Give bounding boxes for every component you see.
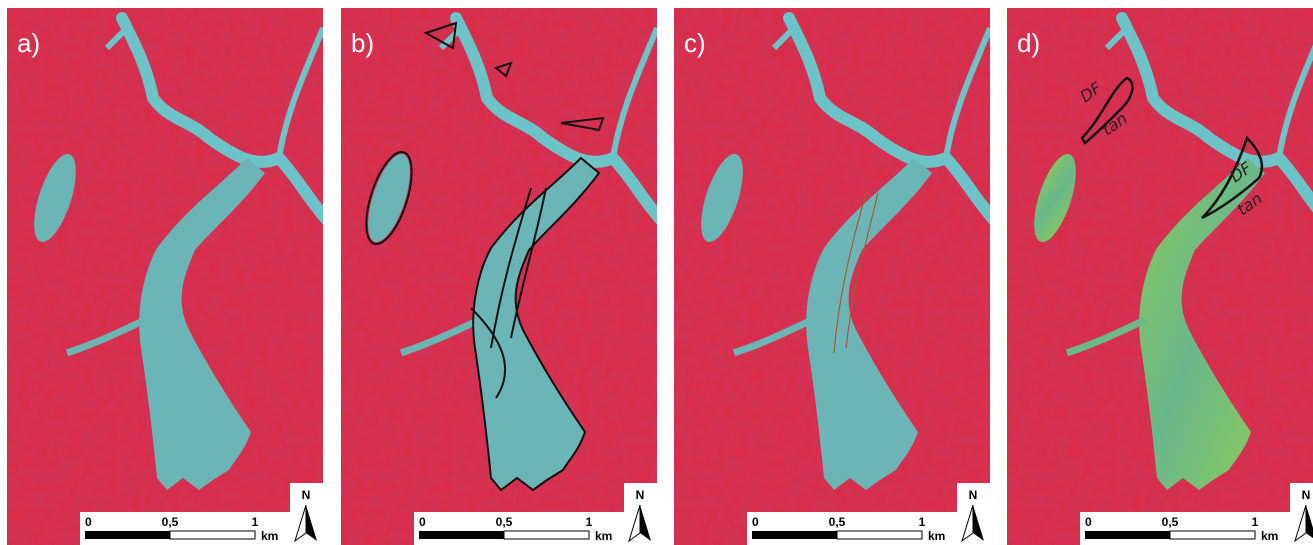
- north-arrow: N: [290, 483, 323, 545]
- north-arrow: N: [624, 483, 657, 545]
- scale-label: 0: [752, 515, 759, 529]
- scale-label: 0: [419, 515, 426, 529]
- north-label: N: [636, 488, 645, 502]
- scale-unit: km: [928, 529, 945, 543]
- scale-black: [752, 531, 837, 539]
- scale-bar: 0 0,5 1km: [80, 512, 290, 545]
- scale-white: [1170, 531, 1255, 539]
- scale-white: [170, 531, 255, 539]
- scale-unit: km: [261, 529, 278, 543]
- scale-bar: 0 0,5 1km: [414, 512, 624, 545]
- panel-label: b): [351, 28, 374, 58]
- scale-label: 0: [85, 515, 92, 529]
- north-arrow: N: [1290, 483, 1313, 545]
- scale-label: 1: [252, 515, 259, 529]
- north-label: N: [302, 488, 311, 502]
- scale-label: 0: [1085, 515, 1092, 529]
- scale-bg: [80, 512, 290, 545]
- north-label: N: [1302, 488, 1311, 502]
- panel: b) 0 0,5 1km N: [341, 8, 661, 545]
- scale-label: 0,5: [1162, 515, 1179, 529]
- north-label: N: [969, 488, 978, 502]
- figure: a)00,51kmNb)00,51kmNc)00,51kmNd)00,51kmN…: [0, 0, 1313, 545]
- scale-unit: km: [595, 529, 612, 543]
- scale-label: 0,5: [496, 515, 513, 529]
- scale-unit: km: [1261, 529, 1278, 543]
- scale-black: [1085, 531, 1170, 539]
- scale-black: [419, 531, 504, 539]
- scale-white: [837, 531, 922, 539]
- page: a)00,51kmNb)00,51kmNc)00,51kmNd)00,51kmN…: [0, 0, 1313, 545]
- scale-label: 0,5: [162, 515, 179, 529]
- scale-label: 1: [586, 515, 593, 529]
- scale-bg: [1080, 512, 1290, 545]
- scale-bg: [747, 512, 957, 545]
- scale-bar: 0 0,5 1km: [1080, 512, 1290, 545]
- scale-white: [504, 531, 589, 539]
- scale-label: 0,5: [829, 515, 846, 529]
- scale-bar: 0 0,5 1km: [747, 512, 957, 545]
- panel-label: d): [1017, 28, 1040, 58]
- panel: a) 0 0,5 1km N: [7, 8, 327, 545]
- scale-label: 1: [1252, 515, 1259, 529]
- panel-label: c): [684, 28, 706, 58]
- scale-bg: [414, 512, 624, 545]
- scale-black: [85, 531, 170, 539]
- north-arrow: N: [957, 483, 990, 545]
- panel: c) 0 0,5 1km N: [674, 8, 994, 545]
- scale-label: 1: [919, 515, 926, 529]
- panel-label: a): [17, 28, 40, 58]
